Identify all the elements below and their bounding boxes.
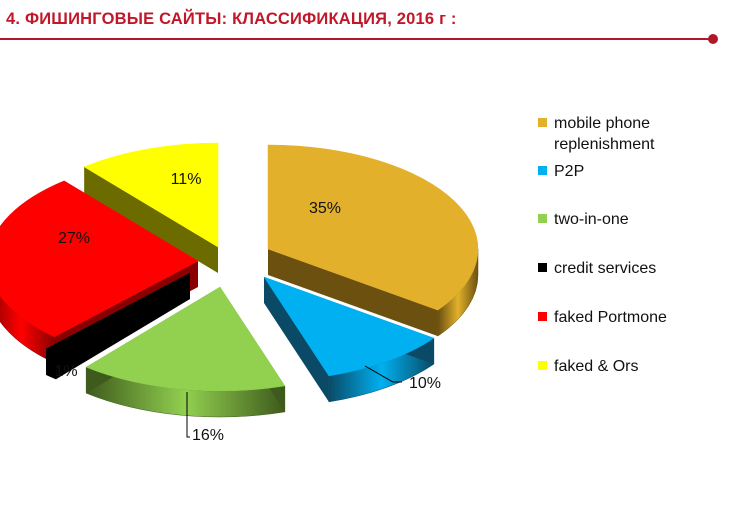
legend-swatch bbox=[538, 214, 547, 223]
legend-label: two-in-one bbox=[554, 211, 629, 228]
page-title: 4. ФИШИНГОВЫЕ САЙТЫ: КЛАССИФИКАЦИЯ, 2016… bbox=[6, 10, 457, 28]
pie-slice-top bbox=[83, 142, 219, 248]
data-label-2: 16% bbox=[192, 427, 224, 444]
legend-label: faked Portmone bbox=[554, 309, 667, 326]
title-divider bbox=[0, 38, 714, 40]
data-label-1: 10% bbox=[409, 375, 441, 392]
pie-slice-cut bbox=[268, 249, 438, 337]
data-label-0: 35% bbox=[309, 200, 341, 217]
pie-slice-3 bbox=[45, 272, 191, 380]
divider-end-dot bbox=[708, 34, 718, 44]
legend-label: faked & Ors bbox=[554, 358, 639, 375]
legend-swatch bbox=[538, 263, 547, 272]
pie-slice-top bbox=[0, 180, 199, 338]
legend-swatch bbox=[538, 118, 547, 127]
legend-label: credit services bbox=[554, 260, 657, 277]
pie-slice-top bbox=[85, 286, 286, 392]
pie-slice-2 bbox=[85, 286, 286, 418]
data-label-3: 1% bbox=[54, 363, 77, 380]
leader-line-1 bbox=[364, 365, 402, 383]
pie-slice-cut bbox=[84, 166, 218, 273]
legend-label: mobile phone replenishment bbox=[554, 115, 655, 153]
pie-slice-1 bbox=[263, 276, 435, 403]
legend-swatch bbox=[538, 166, 547, 175]
pie-slice-top bbox=[263, 276, 435, 377]
data-label-5: 11% bbox=[171, 171, 202, 188]
leader-line-2 bbox=[186, 392, 190, 438]
pie-slice-cut bbox=[264, 277, 329, 402]
legend-swatch bbox=[538, 312, 547, 321]
data-label-4: 27% bbox=[58, 230, 90, 247]
pie-slice-cut bbox=[46, 273, 190, 375]
pie-slice-top bbox=[267, 144, 479, 311]
legend-swatch bbox=[538, 361, 547, 370]
pie-slice-5 bbox=[83, 142, 219, 273]
pie-slice-0 bbox=[267, 144, 479, 337]
pie-slice-top bbox=[45, 272, 191, 354]
legend-label: P2P bbox=[554, 163, 585, 180]
